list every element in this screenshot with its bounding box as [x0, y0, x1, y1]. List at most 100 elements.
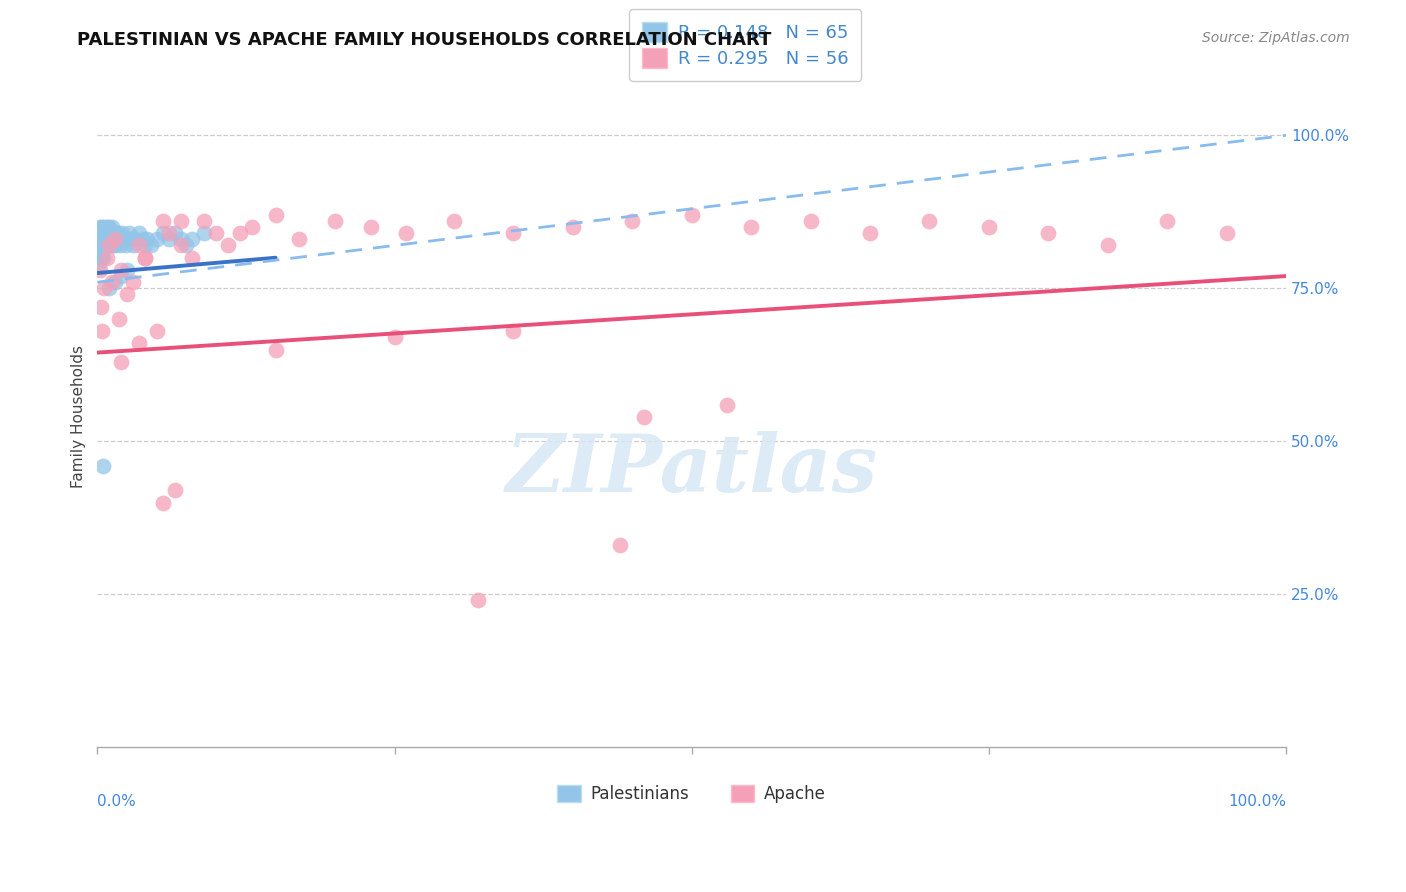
- Point: [93, 220, 115, 235]
- Text: 0.0%: 0.0%: [97, 794, 136, 809]
- Point: [93, 232, 115, 246]
- Point: [91, 244, 114, 259]
- Point: [681, 208, 703, 222]
- Point: [87, 226, 110, 240]
- Point: [110, 355, 132, 369]
- Point: [100, 226, 122, 240]
- Point: [104, 238, 127, 252]
- Point: [120, 232, 142, 246]
- Point: [1038, 226, 1060, 240]
- Point: [96, 220, 118, 235]
- Point: [110, 232, 132, 246]
- Point: [157, 226, 180, 240]
- Point: [98, 220, 121, 235]
- Point: [101, 226, 124, 240]
- Point: [128, 336, 150, 351]
- Point: [87, 257, 110, 271]
- Point: [97, 238, 120, 252]
- Point: [859, 226, 882, 240]
- Point: [90, 251, 112, 265]
- Point: [87, 244, 110, 259]
- Point: [112, 232, 135, 246]
- Point: [716, 398, 738, 412]
- Point: [89, 220, 111, 235]
- Point: [91, 220, 114, 235]
- Point: [181, 251, 204, 265]
- Point: [193, 226, 215, 240]
- Point: [107, 312, 129, 326]
- Text: PALESTINIAN VS APACHE FAMILY HOUSEHOLDS CORRELATION CHART: PALESTINIAN VS APACHE FAMILY HOUSEHOLDS …: [77, 31, 772, 49]
- Point: [94, 226, 117, 240]
- Point: [98, 238, 121, 252]
- Point: [96, 232, 118, 246]
- Point: [104, 232, 127, 246]
- Point: [264, 343, 287, 357]
- Point: [105, 232, 128, 246]
- Point: [110, 263, 132, 277]
- Point: [169, 238, 191, 252]
- Point: [502, 226, 524, 240]
- Point: [288, 232, 311, 246]
- Point: [89, 263, 111, 277]
- Point: [621, 214, 644, 228]
- Point: [89, 238, 111, 252]
- Point: [146, 324, 169, 338]
- Point: [146, 232, 169, 246]
- Point: [90, 238, 112, 252]
- Point: [152, 226, 174, 240]
- Point: [152, 495, 174, 509]
- Point: [240, 220, 263, 235]
- Point: [91, 458, 114, 473]
- Point: [100, 232, 122, 246]
- Point: [91, 324, 114, 338]
- Point: [91, 232, 114, 246]
- Point: [163, 483, 186, 498]
- Point: [115, 232, 138, 246]
- Point: [89, 251, 111, 265]
- Point: [157, 232, 180, 246]
- Point: [264, 208, 287, 222]
- Point: [107, 232, 129, 246]
- Point: [97, 226, 120, 240]
- Point: [93, 281, 115, 295]
- Point: [323, 214, 346, 228]
- Point: [103, 232, 125, 246]
- Point: [181, 232, 204, 246]
- Y-axis label: Family Households: Family Households: [72, 345, 86, 488]
- Point: [384, 330, 406, 344]
- Point: [128, 238, 150, 252]
- Point: [90, 300, 112, 314]
- Point: [740, 220, 762, 235]
- Point: [163, 226, 186, 240]
- Point: [176, 238, 198, 252]
- Point: [799, 214, 821, 228]
- Point: [104, 226, 127, 240]
- Point: [91, 238, 114, 252]
- Point: [1156, 214, 1178, 228]
- Point: [169, 232, 191, 246]
- Point: [128, 226, 150, 240]
- Point: [502, 324, 524, 338]
- Point: [101, 238, 124, 252]
- Text: Source: ZipAtlas.com: Source: ZipAtlas.com: [1202, 31, 1350, 45]
- Point: [122, 238, 145, 252]
- Text: ZIPatlas: ZIPatlas: [506, 431, 877, 508]
- Point: [134, 251, 156, 265]
- Point: [98, 232, 121, 246]
- Point: [115, 263, 138, 277]
- Point: [90, 226, 112, 240]
- Point: [918, 214, 941, 228]
- Point: [561, 220, 583, 235]
- Point: [98, 281, 121, 295]
- Point: [104, 275, 127, 289]
- Point: [169, 214, 191, 228]
- Point: [139, 238, 162, 252]
- Point: [152, 214, 174, 228]
- Point: [111, 226, 134, 240]
- Point: [96, 251, 118, 265]
- Point: [108, 238, 131, 252]
- Point: [467, 593, 489, 607]
- Point: [115, 287, 138, 301]
- Point: [122, 275, 145, 289]
- Point: [100, 275, 122, 289]
